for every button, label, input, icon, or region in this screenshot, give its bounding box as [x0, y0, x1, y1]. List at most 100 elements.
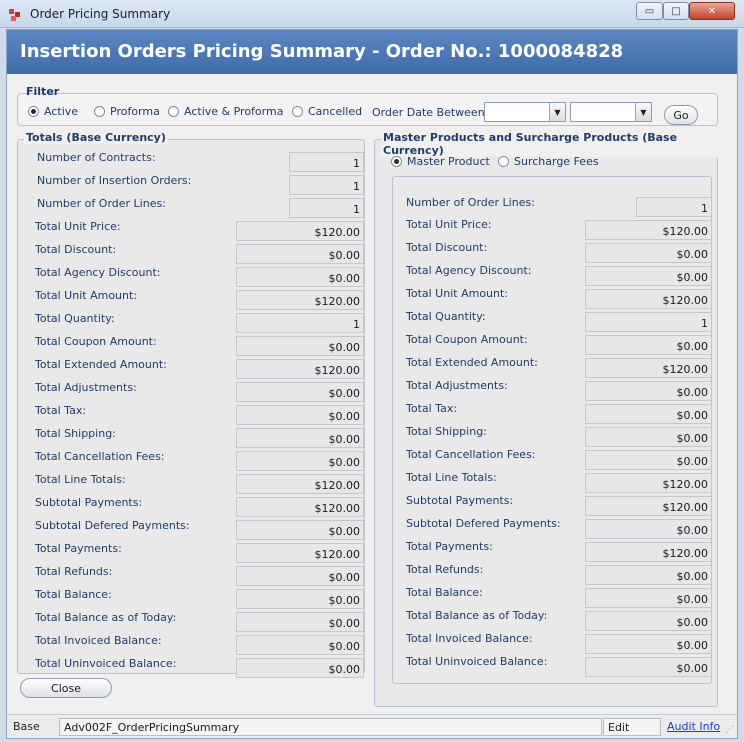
totals-count-field[interactable]: 1 — [289, 175, 364, 195]
totals-row-field[interactable]: $0.00 — [236, 612, 364, 632]
radio-checked-icon — [391, 156, 402, 167]
master-row-field[interactable]: $0.00 — [585, 381, 712, 401]
totals-count-field[interactable]: 1 — [289, 152, 364, 172]
totals-row-field[interactable]: $0.00 — [236, 451, 364, 471]
master-row-label: Total Discount: — [406, 241, 488, 254]
master-row-label: Total Balance: — [406, 586, 483, 599]
master-row-field[interactable]: $0.00 — [585, 611, 712, 631]
master-row-label: Total Line Totals: — [406, 471, 497, 484]
page-title: Insertion Orders Pricing Summary - Order… — [20, 41, 624, 62]
totals-row-field[interactable]: $0.00 — [236, 566, 364, 586]
close-icon: ✕ — [707, 5, 717, 17]
maximize-icon: □ — [671, 5, 681, 17]
master-row-field[interactable]: $0.00 — [585, 427, 712, 447]
filter-radio-active-proforma[interactable]: Active & Proforma — [168, 105, 283, 118]
totals-row-label: Total Unit Amount: — [35, 289, 138, 302]
totals-row-label: Total Cancellation Fees: — [35, 450, 165, 463]
header-band: Insertion Orders Pricing Summary - Order… — [7, 30, 737, 74]
master-row-label: Total Adjustments: — [406, 379, 508, 392]
master-row-field[interactable]: $0.00 — [585, 266, 712, 286]
totals-row-label: Subtotal Defered Payments: — [35, 519, 190, 532]
master-title: Master Products and Surcharge Products (… — [381, 131, 737, 157]
totals-row-label: Total Quantity: — [35, 312, 115, 325]
totals-count-label: Number of Insertion Orders: — [37, 174, 192, 187]
master-row-label: Total Extended Amount: — [406, 356, 538, 369]
totals-title: Totals (Base Currency) — [24, 131, 168, 144]
totals-count-field[interactable]: 1 — [289, 198, 364, 218]
master-row-field[interactable]: $0.00 — [585, 634, 712, 654]
date-from-combo[interactable]: ▼ — [484, 102, 566, 122]
master-row-field[interactable]: $120.00 — [585, 496, 712, 516]
master-row-field[interactable]: $120.00 — [585, 358, 712, 378]
resize-grip-icon[interactable]: ⋰ — [725, 725, 734, 735]
master-row-label: Total Balance as of Today: — [406, 609, 548, 622]
totals-row-label: Total Tax: — [35, 404, 87, 417]
totals-row-field[interactable]: $0.00 — [236, 267, 364, 287]
totals-row-field[interactable]: $0.00 — [236, 244, 364, 264]
totals-row-field[interactable]: $0.00 — [236, 382, 364, 402]
master-row-field[interactable]: $0.00 — [585, 404, 712, 424]
maximize-button[interactable]: □ — [663, 2, 689, 20]
filter-radio-active[interactable]: Active — [28, 105, 78, 118]
master-row-label: Total Coupon Amount: — [406, 333, 528, 346]
close-button[interactable]: Close — [20, 678, 112, 698]
totals-row-field[interactable]: $0.00 — [236, 635, 364, 655]
master-row-field[interactable]: $120.00 — [585, 473, 712, 493]
status-form-name: Adv002F_OrderPricingSummary — [59, 718, 602, 736]
totals-row-field[interactable]: $0.00 — [236, 658, 364, 678]
chevron-down-icon[interactable]: ▼ — [635, 103, 651, 121]
audit-info-link[interactable]: Audit Info — [667, 720, 721, 733]
totals-row-field[interactable]: 1 — [236, 313, 364, 333]
master-row-field[interactable]: $120.00 — [585, 220, 712, 240]
master-row-field[interactable]: 1 — [585, 312, 712, 332]
totals-row-field[interactable]: $0.00 — [236, 589, 364, 609]
surcharge-fees-radio[interactable]: Surcharge Fees — [498, 155, 599, 168]
master-row-field[interactable]: $0.00 — [585, 588, 712, 608]
totals-row-field[interactable]: $120.00 — [236, 221, 364, 241]
master-row-field[interactable]: $0.00 — [585, 519, 712, 539]
totals-row-field[interactable]: $0.00 — [236, 336, 364, 356]
master-row-label: Subtotal Payments: — [406, 494, 514, 507]
status-mode: Edit — [603, 718, 661, 736]
title-bar: Order Pricing Summary ▭ □ ✕ — [0, 0, 744, 28]
totals-row-field[interactable]: $120.00 — [236, 474, 364, 494]
master-row-label: Total Tax: — [406, 402, 458, 415]
totals-row-label: Total Refunds: — [35, 565, 113, 578]
totals-row-label: Total Unit Price: — [35, 220, 121, 233]
chevron-down-icon[interactable]: ▼ — [549, 103, 565, 121]
master-row-field[interactable]: $0.00 — [585, 243, 712, 263]
master-row-field[interactable]: $0.00 — [585, 335, 712, 355]
totals-row-label: Total Uninvoiced Balance: — [35, 657, 177, 670]
radio-icon — [168, 106, 179, 117]
date-to-combo[interactable]: ▼ — [570, 102, 652, 122]
master-row-field[interactable]: $120.00 — [585, 289, 712, 309]
filter-radio-cancelled[interactable]: Cancelled — [292, 105, 362, 118]
totals-row-label: Total Balance as of Today: — [35, 611, 177, 624]
master-product-radio[interactable]: Master Product — [391, 155, 490, 168]
totals-row-field[interactable]: $120.00 — [236, 497, 364, 517]
master-row-field[interactable]: $0.00 — [585, 565, 712, 585]
master-row-field[interactable]: $0.00 — [585, 657, 712, 677]
totals-row-label: Total Balance: — [35, 588, 112, 601]
radio-icon — [292, 106, 303, 117]
totals-row-label: Total Adjustments: — [35, 381, 137, 394]
totals-row-field[interactable]: $0.00 — [236, 405, 364, 425]
totals-row-field[interactable]: $120.00 — [236, 290, 364, 310]
filter-radio-proforma[interactable]: Proforma — [94, 105, 160, 118]
filter-title: Filter — [26, 85, 60, 98]
go-button[interactable]: Go — [664, 105, 698, 125]
totals-row-field[interactable]: $120.00 — [236, 359, 364, 379]
totals-count-label: Number of Contracts: — [37, 151, 156, 164]
totals-row-field[interactable]: $120.00 — [236, 543, 364, 563]
totals-row-field[interactable]: $0.00 — [236, 520, 364, 540]
master-row-field[interactable]: $0.00 — [585, 450, 712, 470]
master-row-label: Total Uninvoiced Balance: — [406, 655, 548, 668]
close-window-button[interactable]: ✕ — [689, 2, 735, 20]
master-row-field[interactable]: $120.00 — [585, 542, 712, 562]
status-base: Base — [13, 720, 40, 733]
minimize-button[interactable]: ▭ — [636, 2, 663, 20]
master-order-lines-field[interactable]: 1 — [636, 197, 712, 217]
window-title: Order Pricing Summary — [30, 7, 171, 21]
totals-row-label: Total Invoiced Balance: — [35, 634, 162, 647]
totals-row-field[interactable]: $0.00 — [236, 428, 364, 448]
